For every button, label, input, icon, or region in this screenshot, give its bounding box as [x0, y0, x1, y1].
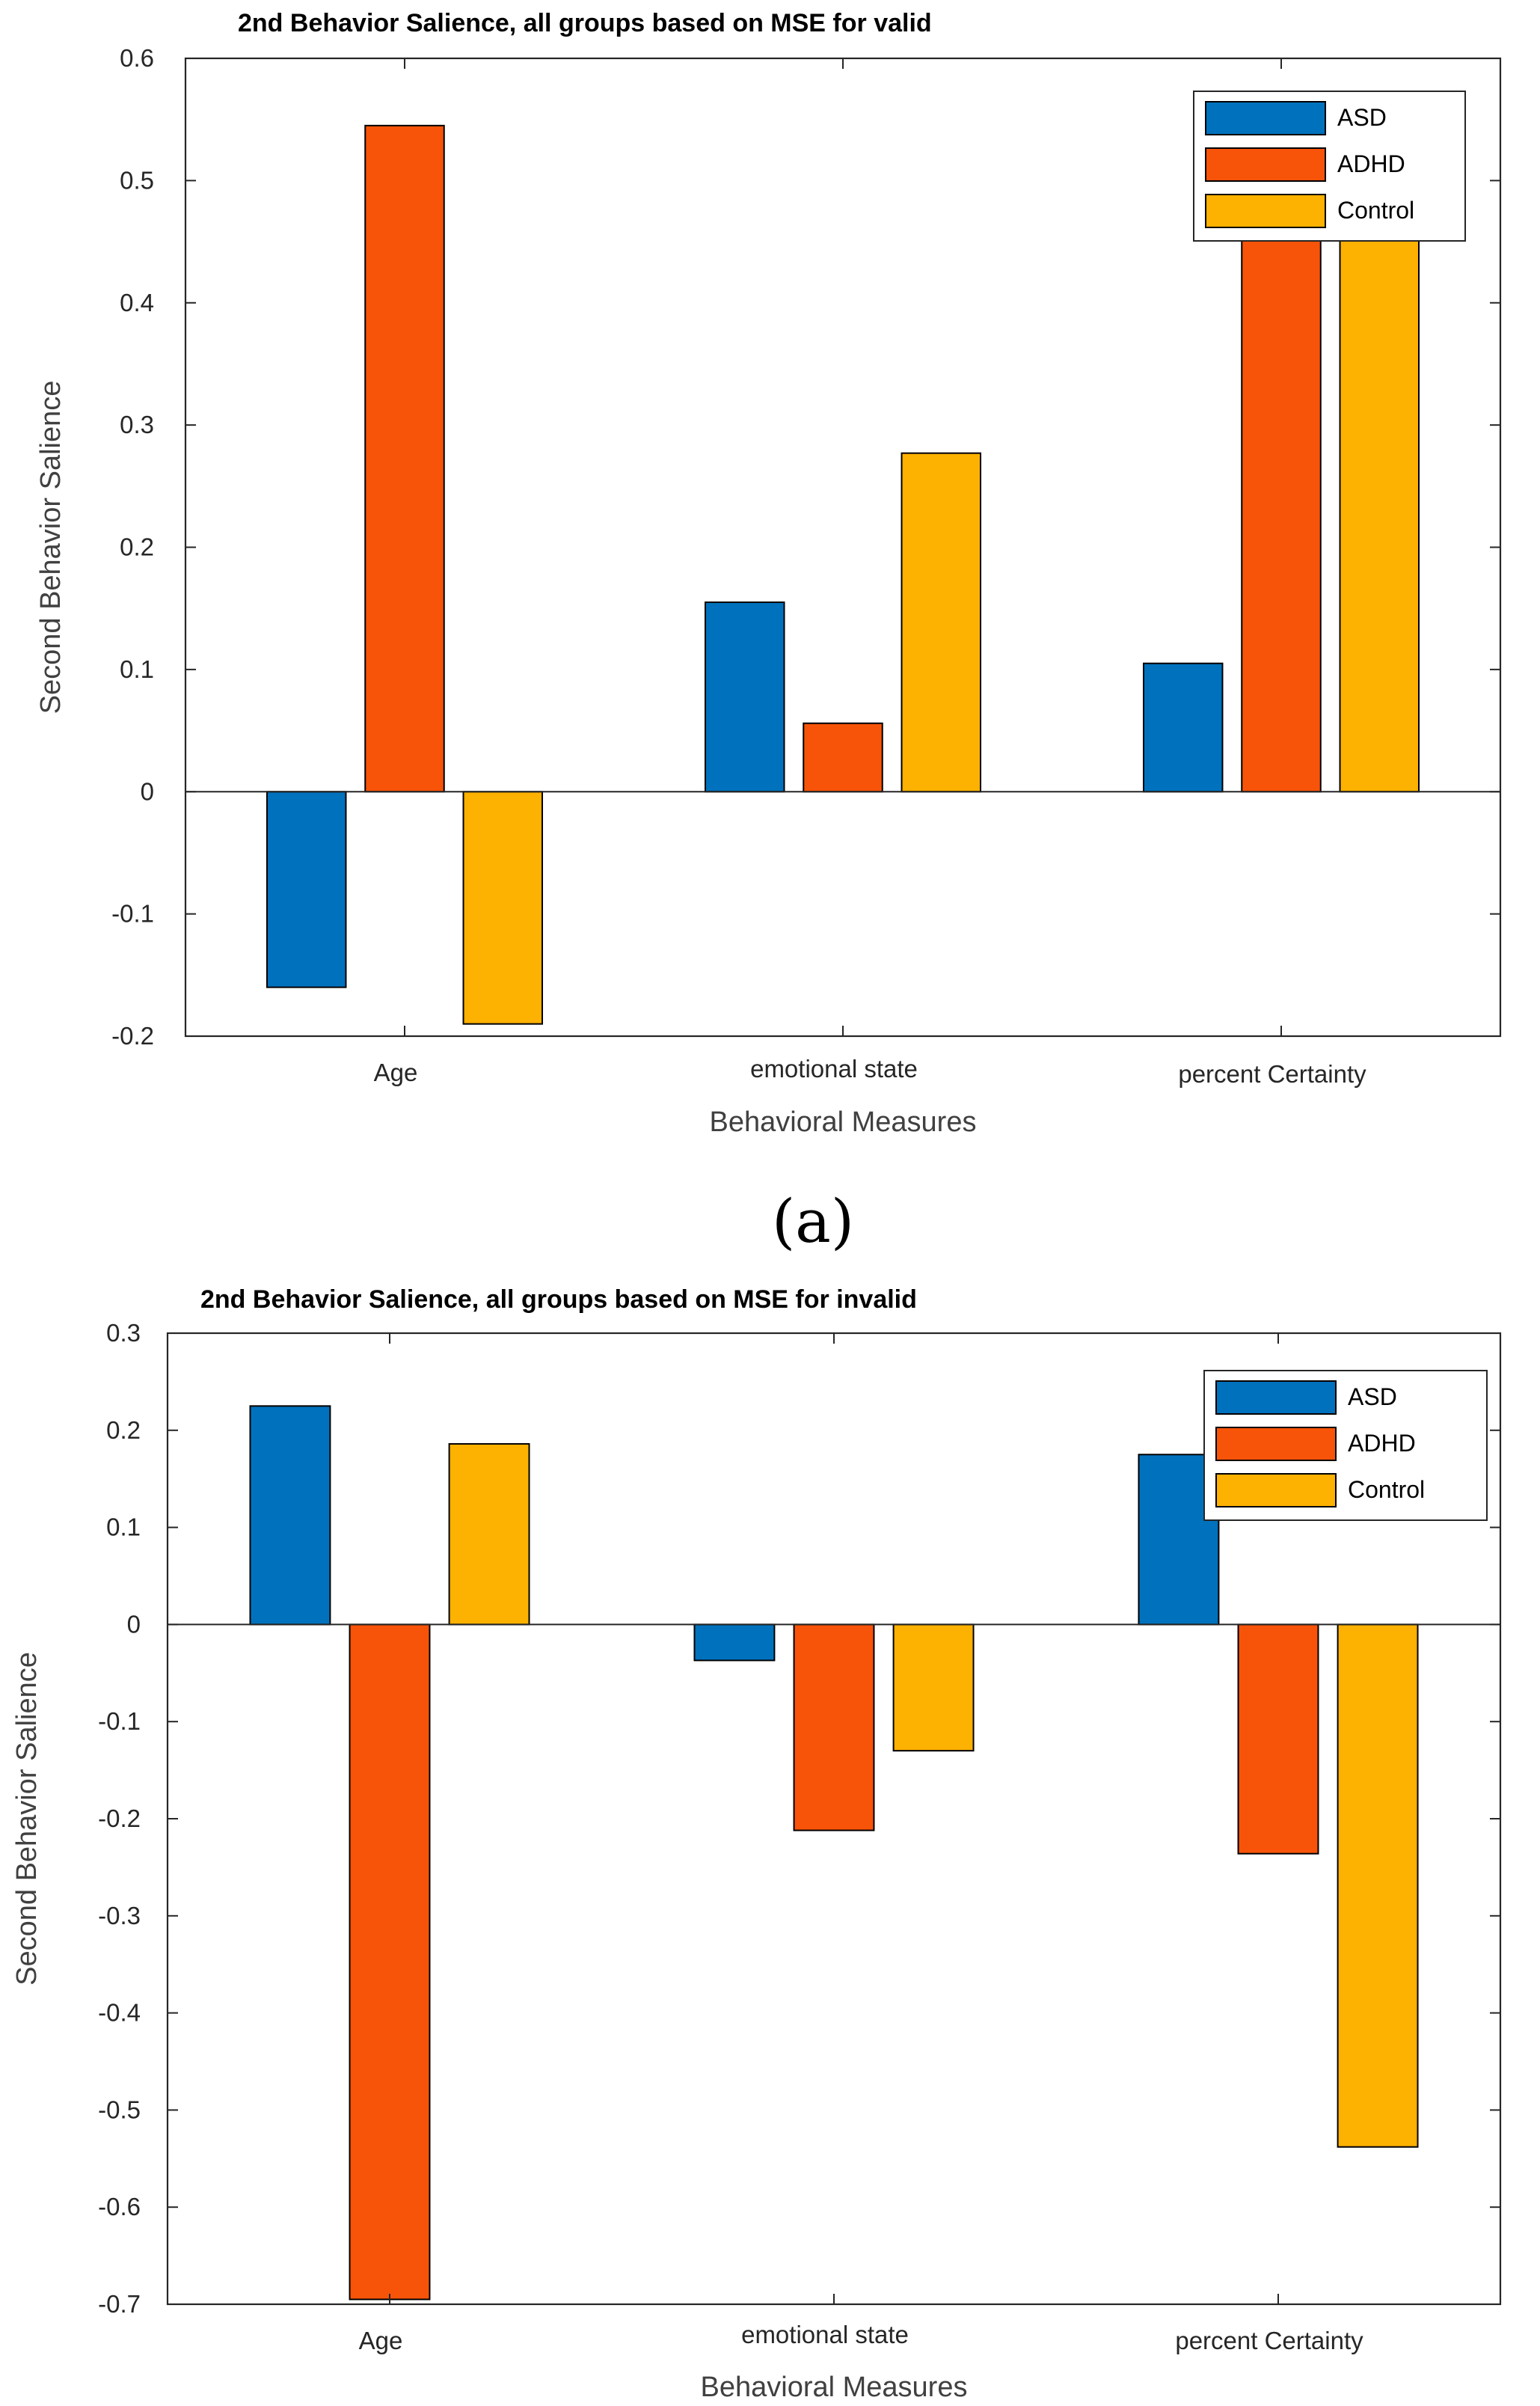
x-tick-label: Age — [359, 2327, 403, 2354]
y-tick-label: -0.5 — [98, 2096, 141, 2123]
chart-2: 2nd Behavior Salience, all groups based … — [11, 1285, 1502, 2403]
y-tick-label: 0.6 — [120, 44, 154, 72]
bar-asd-percent-certainty — [1142, 662, 1224, 793]
y-tick-label: 0.5 — [120, 166, 154, 194]
bar-adhd-age — [364, 124, 445, 793]
y-axis-label: Second Behavior Salience — [35, 381, 67, 714]
chart-title: 2nd Behavior Salience, all groups based … — [238, 9, 932, 37]
x-tick-label: percent Certainty — [1175, 2327, 1363, 2354]
x-axis-label: Behavioral Measures — [710, 1106, 977, 1138]
bar-adhd-age — [349, 1623, 431, 2301]
legend-label-control: Control — [1337, 197, 1414, 224]
y-tick-label: 0 — [127, 1610, 141, 1638]
legend: ASD ADHD Control — [1203, 1370, 1488, 1521]
chart-1: 2nd Behavior Salience, all groups based … — [35, 9, 1502, 1256]
y-tick-label: 0.3 — [106, 1319, 141, 1347]
y-tick-label: -0.7 — [98, 2290, 141, 2318]
legend-swatch-control — [1205, 194, 1326, 228]
legend: ASD ADHD Control — [1193, 91, 1466, 242]
y-tick-label: 0.3 — [120, 411, 154, 438]
y-tick-label: 0.4 — [120, 289, 154, 316]
y-tick-label: 0.1 — [106, 1513, 141, 1541]
x-tick-label: emotional state — [750, 1055, 918, 1083]
bar-control-emotional-state — [892, 1623, 975, 1752]
legend-label-asd: ASD — [1337, 104, 1387, 131]
y-tick-label: -0.2 — [98, 1804, 141, 1832]
bar-asd-age — [249, 1405, 331, 1626]
x-axis-label: Behavioral Measures — [701, 2372, 968, 2403]
bar-control-percent-certainty — [1339, 180, 1420, 793]
y-tick-label: -0.4 — [98, 1999, 141, 2027]
legend-label-control: Control — [1348, 1476, 1425, 1503]
legend-swatch-adhd — [1205, 147, 1326, 182]
legend-label-adhd: ADHD — [1348, 1430, 1416, 1457]
y-tick-label: -0.2 — [111, 1022, 154, 1050]
bar-adhd-emotional-state — [803, 722, 883, 793]
bar-asd-emotional-state — [693, 1623, 776, 1662]
legend-swatch-control — [1215, 1473, 1337, 1507]
bar-control-percent-certainty — [1337, 1623, 1419, 2148]
legend-swatch-asd — [1205, 101, 1326, 135]
x-tick-label: emotional state — [741, 2321, 909, 2348]
y-tick-label: -0.1 — [111, 900, 154, 928]
bar-adhd-emotional-state — [793, 1623, 875, 1831]
legend-swatch-adhd — [1215, 1427, 1337, 1461]
figure-caption: (a) — [772, 1187, 854, 1256]
y-tick-label: 0.2 — [106, 1416, 141, 1444]
x-tick-label: percent Certainty — [1178, 1060, 1366, 1088]
y-tick-label: 0.2 — [120, 533, 154, 561]
y-tick-label: -0.1 — [98, 1707, 141, 1735]
bar-control-age — [448, 1442, 530, 1626]
bar-asd-age — [266, 791, 347, 988]
y-tick-label: 0.1 — [120, 655, 154, 683]
y-tick-label: -0.6 — [98, 2193, 141, 2220]
bar-control-age — [462, 791, 544, 1025]
bar-control-emotional-state — [901, 452, 982, 793]
legend-label-asd: ASD — [1348, 1383, 1397, 1410]
y-tick-label: -0.3 — [98, 1902, 141, 1929]
bar-adhd-percent-certainty — [1237, 1623, 1319, 1855]
chart-title: 2nd Behavior Salience, all groups based … — [200, 1285, 917, 1314]
bar-asd-emotional-state — [704, 602, 785, 793]
bar-adhd-percent-certainty — [1241, 168, 1322, 793]
legend-swatch-asd — [1215, 1380, 1337, 1415]
y-axis-label: Second Behavior Salience — [11, 1652, 43, 1986]
x-tick-label: Age — [374, 1059, 418, 1086]
y-tick-label: 0 — [141, 777, 154, 805]
legend-label-adhd: ADHD — [1337, 150, 1405, 177]
